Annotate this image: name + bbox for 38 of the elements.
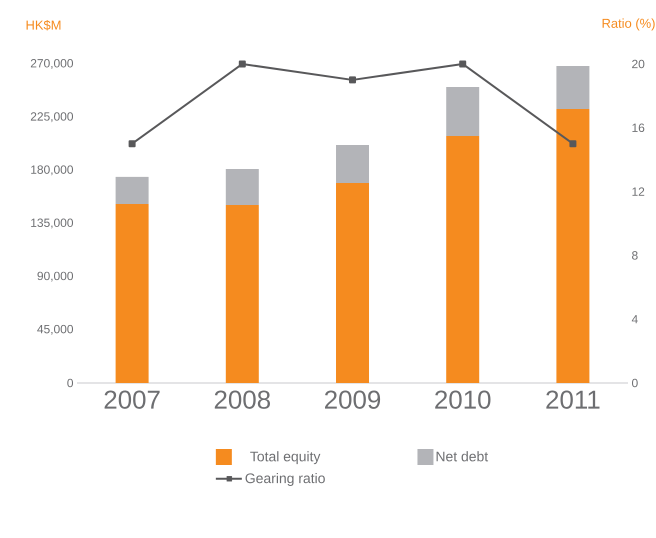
bar (116, 204, 149, 383)
legend-label: Net debt (436, 451, 488, 462)
y-tick-label: 180,000 (31, 165, 74, 176)
y2-tick-label: 12 (632, 187, 644, 196)
bar (556, 109, 590, 383)
bar (556, 66, 590, 110)
y-tick-label: 270,000 (30, 59, 74, 69)
point (349, 76, 356, 84)
bar (226, 169, 259, 205)
bar (226, 204, 259, 383)
point (238, 60, 246, 68)
legend-label: Gearing ratio (246, 472, 325, 486)
x-tick-label: 2011 (546, 390, 600, 409)
point (459, 60, 466, 68)
y2-tick-label: 4 (632, 315, 638, 324)
x-tick-label: 2009 (324, 390, 380, 409)
point (128, 140, 136, 148)
x-tick-label: 2007 (104, 390, 160, 409)
bar (446, 87, 480, 136)
y2-axis-title: Ratio (%) (602, 18, 655, 30)
y-tick-label: 0 (67, 378, 74, 388)
legend-label: Total equity (250, 451, 320, 464)
y-tick-label: 45,000 (37, 324, 74, 335)
x-tick-label: 2010 (435, 390, 490, 409)
y-tick-label: 90,000 (37, 272, 74, 282)
x-tick-label: 2008 (214, 390, 270, 409)
point (569, 140, 576, 148)
y2-tick-label: 16 (632, 124, 644, 132)
bar (116, 176, 149, 204)
y-axis-title: HK$M (26, 20, 60, 30)
y2-tick-label: 0 (632, 378, 638, 388)
y-tick-label: 225,000 (30, 112, 74, 122)
bar (446, 136, 480, 383)
y-tick-label: 135,000 (31, 218, 74, 228)
bar (336, 182, 370, 383)
y2-tick-label: 8 (632, 251, 638, 260)
bar (336, 145, 370, 183)
y2-tick-label: 20 (632, 60, 644, 68)
